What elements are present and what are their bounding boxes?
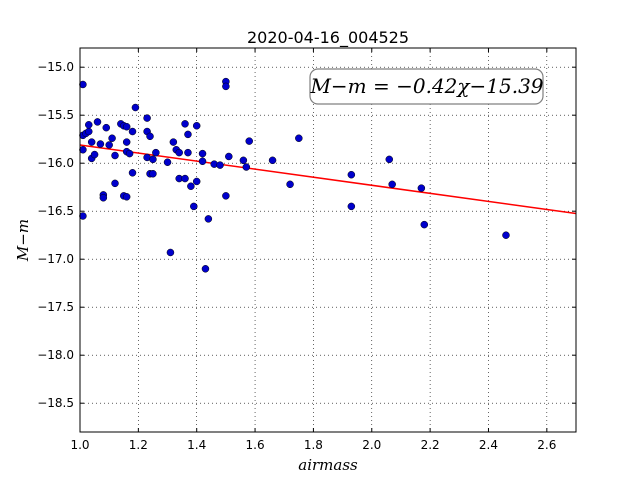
data-point [125, 149, 134, 158]
data-point [85, 121, 93, 129]
data-point [90, 150, 99, 159]
fit-equation-frame [309, 68, 544, 105]
data-point [87, 138, 96, 146]
data-point [93, 118, 102, 126]
y-tick-label: −16.0 [37, 156, 74, 170]
data-point [166, 248, 175, 257]
plot-area [80, 48, 576, 432]
data-point [385, 155, 394, 164]
data-point [131, 103, 140, 112]
data-point [122, 122, 131, 131]
y-tick-label: −18.0 [37, 348, 74, 362]
x-tick-label: 2.6 [537, 438, 556, 452]
data-point [146, 132, 154, 141]
data-point [169, 138, 178, 146]
fit-equation-box: M−m = −0.42χ−15.39 [309, 68, 544, 105]
data-point [143, 114, 151, 122]
data-point [122, 193, 131, 201]
fit-equation: M−m = −0.42χ−15.39 [309, 74, 543, 98]
x-tick-label: 2.4 [479, 438, 498, 452]
x-tick-label: 1.0 [70, 438, 89, 452]
data-point [79, 80, 87, 89]
data-point [245, 137, 253, 145]
x-axis-label: airmass [298, 456, 358, 474]
y-tick-label: −18.5 [37, 396, 74, 410]
gridlines [80, 48, 576, 432]
fit-line-layer [79, 144, 577, 215]
data-point [216, 161, 224, 169]
x-tick-label: 2.0 [362, 438, 381, 452]
data-point [502, 231, 510, 239]
data-point [128, 127, 137, 136]
data-point [85, 127, 93, 136]
data-point [192, 177, 201, 186]
data-point [181, 120, 189, 128]
data-point [128, 169, 137, 177]
data-point [420, 220, 429, 229]
x-tick-label: 2.2 [421, 438, 440, 452]
data-points [79, 77, 510, 273]
x-tick-label: 1.8 [304, 438, 323, 452]
data-point [149, 170, 157, 178]
data-point [184, 130, 192, 139]
data-point [163, 158, 172, 166]
data-point [111, 151, 119, 160]
data-point [222, 192, 230, 200]
data-point [222, 82, 230, 91]
data-point [192, 122, 201, 130]
data-point [79, 146, 87, 154]
y-tick-label: −17.5 [37, 300, 74, 314]
data-point [175, 148, 183, 157]
data-point [184, 148, 192, 157]
data-point [198, 157, 207, 166]
data-point [347, 170, 356, 179]
data-point [388, 180, 396, 189]
data-point [417, 184, 426, 192]
plot-frame [79, 47, 577, 433]
data-point [190, 202, 198, 211]
data-point [152, 148, 160, 157]
y-tick-label: −16.5 [37, 204, 74, 218]
data-point [201, 265, 210, 273]
data-point [122, 138, 131, 146]
data-point [286, 180, 294, 189]
data-point [149, 155, 157, 164]
y-tick-label: −15.0 [37, 60, 74, 74]
data-point [268, 156, 277, 165]
data-point [225, 152, 233, 161]
data-point [187, 182, 195, 190]
x-tick-label: 1.6 [246, 438, 265, 452]
axis-ticks: 1.0 1.2 1.4 1.6 1.8 2.0 2.2 2.4 2.6 −15.0 −15.5 −16… [37, 48, 576, 452]
data-point [102, 123, 111, 132]
x-tick-label: 1.2 [129, 438, 148, 452]
fit-line [79, 144, 577, 215]
data-point [239, 156, 248, 165]
data-point [204, 215, 213, 223]
data-point [347, 202, 356, 211]
chart-title: 2020-04-16_004525 [247, 28, 409, 48]
data-point [79, 212, 87, 220]
data-point [96, 140, 105, 148]
data-point [198, 149, 207, 158]
y-tick-label: −15.5 [37, 108, 74, 122]
x-tick-label: 1.4 [187, 438, 206, 452]
y-axis-label: M−m [14, 219, 32, 262]
data-point [111, 179, 119, 188]
data-point [108, 134, 116, 142]
data-point [105, 141, 113, 149]
data-point [242, 163, 251, 171]
y-tick-label: −17.0 [37, 252, 74, 266]
data-point [99, 194, 108, 202]
data-point [181, 174, 189, 183]
data-point [295, 134, 303, 142]
